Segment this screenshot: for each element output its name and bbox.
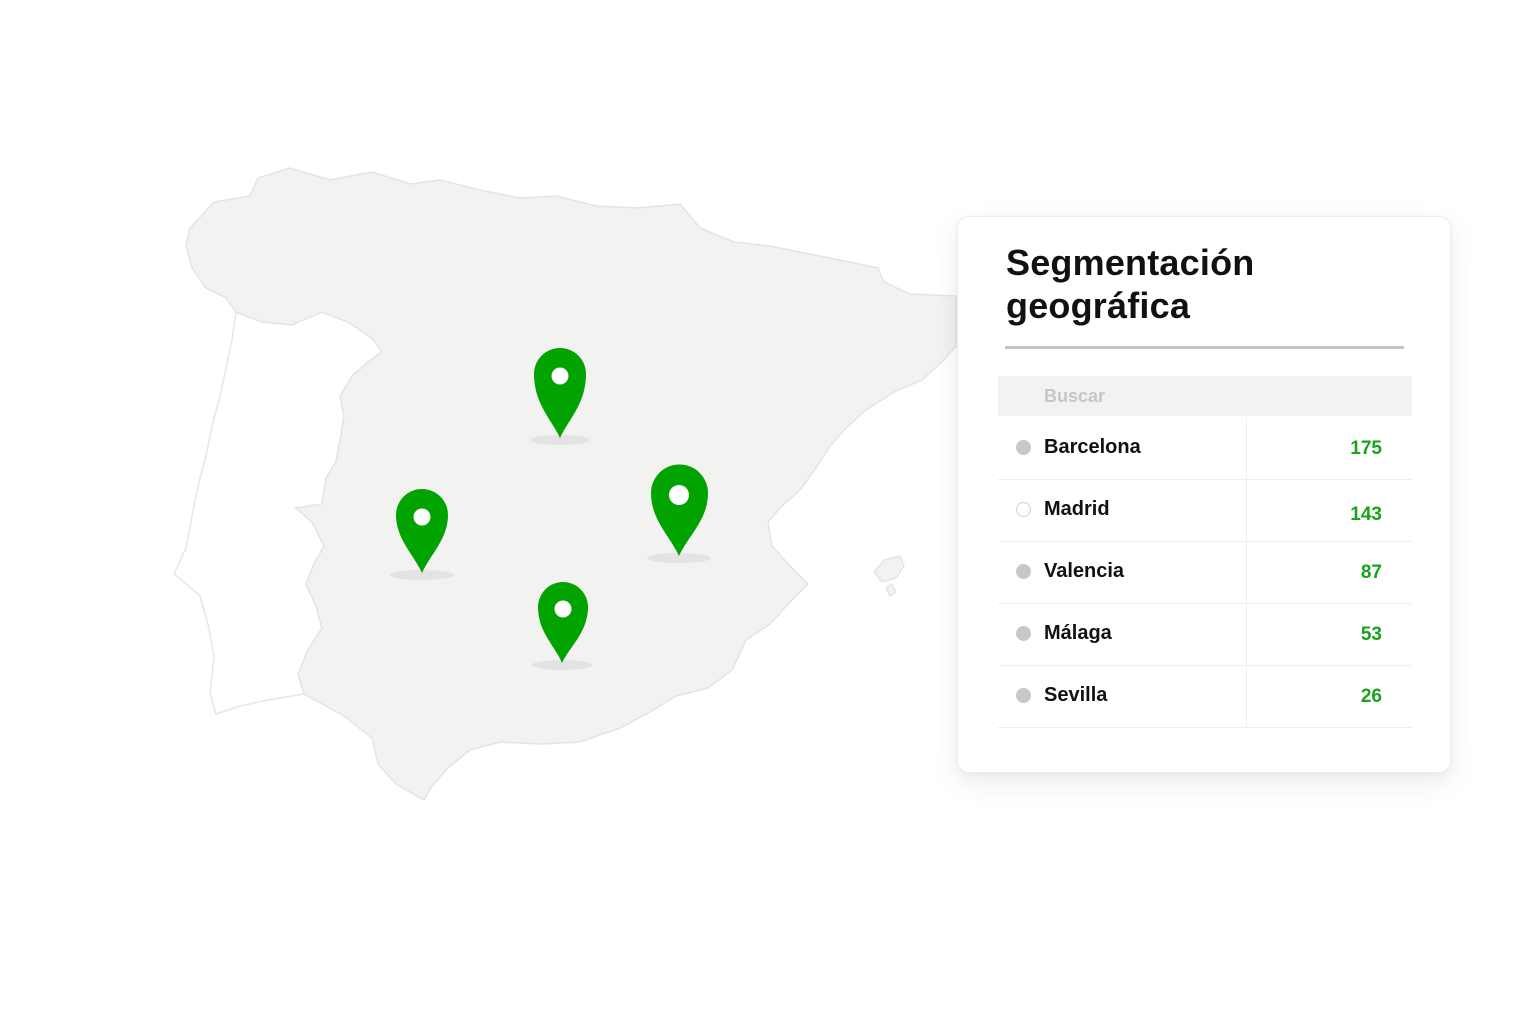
menorca-island <box>885 582 897 598</box>
city-name: Sevilla <box>1044 684 1108 706</box>
column-divider <box>1246 666 1247 727</box>
list-item[interactable]: Sevilla 26 <box>998 666 1412 728</box>
title-divider <box>1005 346 1404 349</box>
city-name: Madrid <box>1044 498 1110 520</box>
column-divider <box>1246 480 1247 541</box>
search-input[interactable] <box>998 376 1412 416</box>
location-pin-icon[interactable] <box>532 582 592 670</box>
list-item[interactable]: Málaga 53 <box>998 604 1412 666</box>
location-pin-icon[interactable] <box>647 464 711 563</box>
spain-region <box>185 167 957 802</box>
city-name: Valencia <box>1044 560 1125 582</box>
city-count: 143 <box>1350 504 1382 525</box>
status-dot-icon[interactable] <box>1016 440 1031 455</box>
location-pin-icon[interactable] <box>530 348 590 445</box>
mallorca-island <box>873 555 905 583</box>
city-count: 53 <box>1360 624 1382 645</box>
geo-segmentation-panel: Segmentación geográfica Barcelona 175 Ma… <box>957 216 1451 773</box>
city-list: Barcelona 175 Madrid 143 Valencia 87 Mál… <box>998 418 1412 728</box>
list-item[interactable]: Valencia 87 <box>998 542 1412 604</box>
city-count: 175 <box>1350 438 1382 459</box>
status-dot-icon[interactable] <box>1016 688 1031 703</box>
city-name: Málaga <box>1044 622 1112 644</box>
city-count: 26 <box>1360 686 1382 707</box>
column-divider <box>1246 418 1247 479</box>
list-item[interactable]: Madrid 143 <box>998 480 1412 542</box>
panel-title: Segmentación geográfica <box>1006 242 1255 326</box>
status-dot-icon[interactable] <box>1016 564 1031 579</box>
status-dot-icon[interactable] <box>1016 626 1031 641</box>
city-count: 87 <box>1360 562 1382 583</box>
list-item[interactable]: Barcelona 175 <box>998 418 1412 480</box>
location-pin-icon[interactable] <box>390 489 454 580</box>
status-dot-icon[interactable] <box>1016 502 1031 517</box>
city-name: Barcelona <box>1044 436 1141 458</box>
column-divider <box>1246 604 1247 665</box>
column-divider <box>1246 542 1247 603</box>
